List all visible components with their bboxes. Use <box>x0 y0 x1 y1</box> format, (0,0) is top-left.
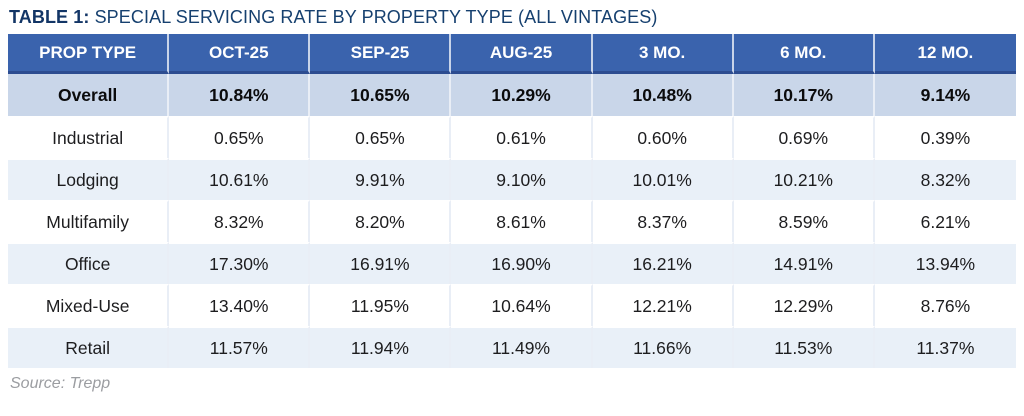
column-header-sep-25: SEP-25 <box>310 34 452 74</box>
value-cell: 8.32% <box>169 200 311 242</box>
value-cell: 9.14% <box>874 74 1016 116</box>
value-cell: 0.61% <box>451 116 593 158</box>
value-cell: 0.65% <box>169 116 311 158</box>
value-cell: 13.94% <box>874 242 1016 284</box>
column-header-aug-25: AUG-25 <box>451 34 593 74</box>
value-cell: 8.59% <box>733 200 875 242</box>
value-cell: 16.91% <box>310 242 452 284</box>
value-cell: 10.61% <box>169 158 311 200</box>
row-label-cell: Mixed-Use <box>8 284 170 326</box>
value-cell: 6.21% <box>874 200 1016 242</box>
row-label-cell: Overall <box>8 74 170 116</box>
value-cell: 11.95% <box>310 284 452 326</box>
special-servicing-rate-table: PROP TYPE OCT-25 SEP-25 AUG-25 3 MO. 6 M… <box>8 34 1016 368</box>
report-table-figure: TABLE 1: SPECIAL SERVICING RATE BY PROPE… <box>0 7 1024 416</box>
value-cell: 10.17% <box>733 74 875 116</box>
value-cell: 10.48% <box>592 74 734 116</box>
table-row: Mixed-Use 13.40% 11.95% 10.64% 12.21% 12.29% 8… <box>8 284 1016 326</box>
value-cell: 0.69% <box>733 116 875 158</box>
column-header-oct-25: OCT-25 <box>169 34 311 74</box>
row-label-cell: Office <box>8 242 170 284</box>
value-cell: 12.21% <box>592 284 734 326</box>
table-body: Overall 10.84% 10.65% 10.29% 10.48% 10.17% 9.1… <box>8 74 1016 368</box>
value-cell: 11.94% <box>310 326 452 368</box>
table-row: Office 17.30% 16.91% 16.90% 16.21% 14.91% 13.9… <box>8 242 1016 284</box>
table-row: Multifamily 8.32% 8.20% 8.61% 8.37% 8.59% 6.21… <box>8 200 1016 242</box>
row-label-cell: Lodging <box>8 158 170 200</box>
value-cell: 11.53% <box>733 326 875 368</box>
table-row: Lodging 10.61% 9.91% 9.10% 10.01% 10.21% 8.32% <box>8 158 1016 200</box>
table-title-prefix: TABLE 1: <box>9 7 90 27</box>
value-cell: 0.65% <box>310 116 452 158</box>
table-title-text: SPECIAL SERVICING RATE BY PROPERTY TYPE … <box>89 7 658 27</box>
column-header-3mo: 3 MO. <box>592 34 734 74</box>
value-cell: 10.21% <box>733 158 875 200</box>
value-cell: 8.76% <box>874 284 1016 326</box>
value-cell: 16.90% <box>451 242 593 284</box>
column-header-12mo: 12 MO. <box>874 34 1016 74</box>
value-cell: 8.37% <box>592 200 734 242</box>
table-header-row: PROP TYPE OCT-25 SEP-25 AUG-25 3 MO. 6 M… <box>8 34 1016 74</box>
value-cell: 9.91% <box>310 158 452 200</box>
value-cell: 12.29% <box>733 284 875 326</box>
row-label-cell: Retail <box>8 326 170 368</box>
table-row: Overall 10.84% 10.65% 10.29% 10.48% 10.17% 9.1… <box>8 74 1016 116</box>
value-cell: 9.10% <box>451 158 593 200</box>
table-row: Retail 11.57% 11.94% 11.49% 11.66% 11.53% 11.3… <box>8 326 1016 368</box>
value-cell: 14.91% <box>733 242 875 284</box>
value-cell: 0.60% <box>592 116 734 158</box>
value-cell: 16.21% <box>592 242 734 284</box>
value-cell: 11.66% <box>592 326 734 368</box>
value-cell: 11.49% <box>451 326 593 368</box>
value-cell: 11.57% <box>169 326 311 368</box>
table-header: PROP TYPE OCT-25 SEP-25 AUG-25 3 MO. 6 M… <box>8 34 1016 74</box>
row-label-cell: Industrial <box>8 116 170 158</box>
value-cell: 11.37% <box>874 326 1016 368</box>
value-cell: 0.39% <box>874 116 1016 158</box>
column-header-prop-type: PROP TYPE <box>8 34 170 74</box>
value-cell: 8.61% <box>451 200 593 242</box>
value-cell: 10.01% <box>592 158 734 200</box>
value-cell: 17.30% <box>169 242 311 284</box>
value-cell: 8.20% <box>310 200 452 242</box>
table-row: Industrial 0.65% 0.65% 0.61% 0.60% 0.69% 0.39% <box>8 116 1016 158</box>
source-note: Source: Trepp <box>10 375 111 392</box>
column-header-6mo: 6 MO. <box>733 34 875 74</box>
table-title: TABLE 1: SPECIAL SERVICING RATE BY PROPE… <box>9 7 1015 28</box>
value-cell: 13.40% <box>169 284 311 326</box>
row-label-cell: Multifamily <box>8 200 170 242</box>
value-cell: 8.32% <box>874 158 1016 200</box>
value-cell: 10.29% <box>451 74 593 116</box>
value-cell: 10.65% <box>310 74 452 116</box>
value-cell: 10.84% <box>169 74 311 116</box>
value-cell: 10.64% <box>451 284 593 326</box>
